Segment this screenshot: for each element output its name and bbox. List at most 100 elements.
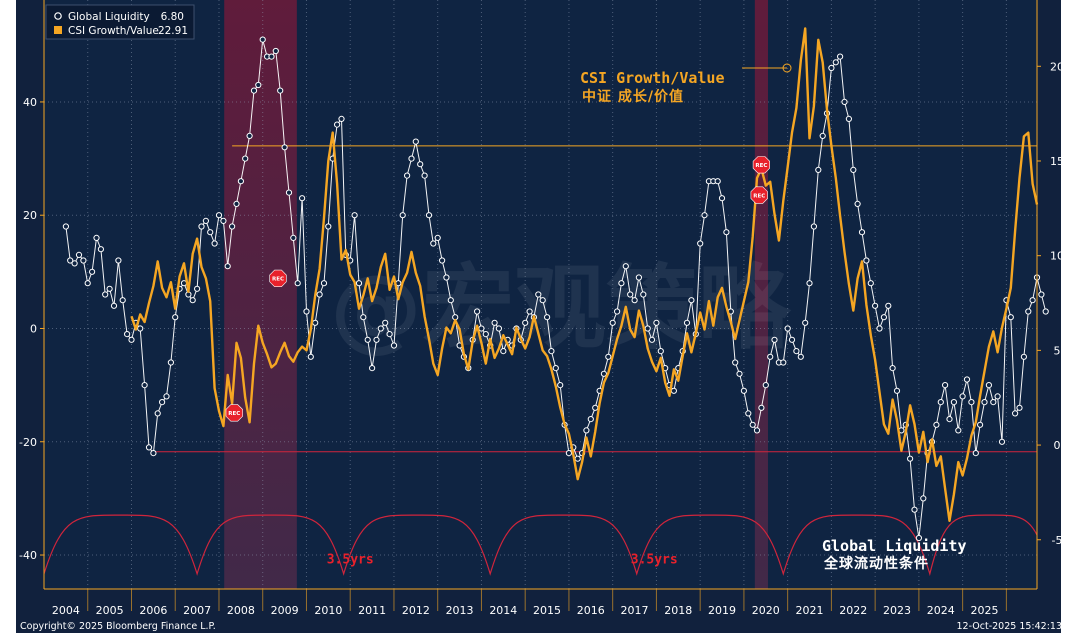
cycle-arcs bbox=[44, 514, 1037, 577]
x-tick-label: 2005 bbox=[96, 604, 124, 617]
x-tick-label: 2010 bbox=[314, 604, 342, 617]
global-liquidity-point bbox=[876, 325, 883, 332]
global-liquidity-point bbox=[933, 421, 940, 428]
global-liquidity-point bbox=[723, 229, 730, 236]
csi-line bbox=[130, 27, 1039, 522]
rec-octagon bbox=[225, 404, 243, 422]
global-liquidity-point bbox=[736, 370, 743, 377]
y-left-tick-label: -40 bbox=[19, 549, 37, 562]
global-liquidity-point bbox=[771, 336, 778, 343]
timestamp: 12-Oct-2025 15:42:13 bbox=[957, 621, 1063, 632]
global-liquidity-point bbox=[640, 291, 647, 298]
x-tick-label: 2016 bbox=[577, 604, 605, 617]
global-liquidity-point bbox=[614, 308, 621, 315]
x-tick-label: 2022 bbox=[839, 604, 867, 617]
global-liquidity-point bbox=[753, 427, 761, 434]
global-liquidity-point bbox=[242, 155, 249, 162]
global-liquidity-point bbox=[417, 161, 424, 168]
global-liquidity-point bbox=[797, 353, 804, 360]
global-liquidity-point bbox=[93, 234, 100, 241]
global-liquidity-point bbox=[106, 285, 113, 292]
global-liquidity-point bbox=[828, 64, 835, 72]
global-liquidity-point bbox=[863, 257, 870, 264]
gl-annotation-en: Global Liquidity bbox=[822, 537, 967, 555]
global-liquidity-point bbox=[373, 336, 380, 343]
global-liquidity-point bbox=[202, 217, 209, 224]
global-liquidity-point bbox=[762, 382, 769, 389]
y-right-tick-label: 5 bbox=[1054, 344, 1061, 357]
global-liquidity-point bbox=[1025, 308, 1032, 315]
global-liquidity-point bbox=[998, 438, 1006, 445]
x-tick-label: 2013 bbox=[446, 604, 474, 617]
global-liquidity-point bbox=[97, 246, 105, 253]
global-liquidity-point bbox=[880, 314, 888, 321]
gl-annotation: Global Liquidity 全球流动性条件 bbox=[822, 537, 967, 572]
global-liquidity-point bbox=[911, 506, 918, 513]
global-liquidity-point bbox=[714, 178, 721, 185]
global-liquidity-point bbox=[412, 138, 419, 145]
global-liquidity-point bbox=[325, 223, 332, 230]
global-liquidity-point bbox=[141, 382, 148, 389]
x-tick-label: 2006 bbox=[139, 604, 167, 617]
cycle-label: 3.5yrs bbox=[631, 553, 678, 568]
global-liquidity-point bbox=[425, 212, 433, 219]
global-liquidity-point bbox=[977, 421, 984, 428]
global-liquidity-point bbox=[522, 319, 529, 326]
global-liquidity-point bbox=[163, 393, 170, 400]
copyright: Copyright© 2025 Bloomberg Finance L.P. bbox=[20, 621, 216, 632]
global-liquidity-point bbox=[609, 319, 616, 326]
global-liquidity-point bbox=[386, 331, 393, 338]
global-liquidity-point bbox=[548, 348, 555, 355]
global-liquidity-point bbox=[819, 132, 826, 139]
global-liquidity-point bbox=[408, 155, 415, 162]
global-liquidity-point bbox=[587, 416, 594, 423]
x-tick-label: 2018 bbox=[664, 604, 692, 617]
global-liquidity-point bbox=[377, 325, 384, 332]
legend-marker-csi bbox=[54, 26, 62, 34]
global-liquidity-point bbox=[972, 450, 979, 457]
y-axis-left: 40 20 0 -20 -40 bbox=[19, 96, 44, 562]
global-liquidity-point bbox=[482, 331, 489, 338]
global-liquidity-point bbox=[574, 455, 581, 462]
global-liquidity-point bbox=[544, 314, 551, 321]
rec-label: REC bbox=[228, 411, 240, 417]
global-liquidity-point bbox=[215, 212, 223, 219]
global-liquidity-point bbox=[421, 172, 428, 179]
global-liquidity-point bbox=[167, 359, 174, 366]
global-liquidity-point bbox=[364, 336, 371, 343]
global-liquidity-point bbox=[758, 404, 765, 411]
rec-label: REC bbox=[753, 193, 765, 199]
x-tick-label: 2009 bbox=[271, 604, 299, 617]
global-liquidity-point bbox=[539, 297, 546, 304]
y-right-tick-label: -5 bbox=[1052, 534, 1063, 547]
global-liquidity-point bbox=[920, 495, 927, 502]
global-liquidity-point bbox=[618, 280, 625, 287]
global-liquidity-point bbox=[255, 81, 262, 89]
global-liquidity-point bbox=[1029, 297, 1036, 304]
global-liquidity-point bbox=[985, 382, 993, 389]
reference-lines bbox=[151, 145, 1037, 453]
legend-value-global-liquidity: 6.80 bbox=[161, 11, 184, 23]
global-liquidity-point bbox=[635, 274, 643, 281]
csi-annotation: CSI Growth/Value 中证 成长/价值 bbox=[580, 63, 792, 105]
global-liquidity-point bbox=[994, 393, 1001, 400]
global-liquidity-point bbox=[893, 387, 901, 394]
global-liquidity-point bbox=[648, 336, 656, 343]
global-liquidity-point bbox=[858, 229, 866, 236]
global-liquidity-point bbox=[80, 257, 87, 264]
global-liquidity-point bbox=[583, 427, 590, 434]
legend-marker-global-liquidity bbox=[54, 12, 62, 20]
rec-marker-0: REC bbox=[225, 404, 243, 422]
global-liquidity-point bbox=[246, 132, 253, 139]
global-liquidity-point bbox=[600, 370, 608, 377]
x-tick-label: 2025 bbox=[971, 604, 999, 617]
cycle-labels: 3.5yrs 3.5yrs bbox=[327, 553, 678, 568]
legend-value-csi: 22.91 bbox=[158, 25, 188, 37]
x-tick-label: 2007 bbox=[183, 604, 211, 617]
global-liquidity-point bbox=[806, 280, 813, 287]
x-tick-label: 2008 bbox=[227, 604, 255, 617]
global-liquidity-point bbox=[303, 308, 310, 315]
global-liquidity-point bbox=[701, 212, 708, 219]
global-liquidity-point bbox=[491, 319, 498, 326]
